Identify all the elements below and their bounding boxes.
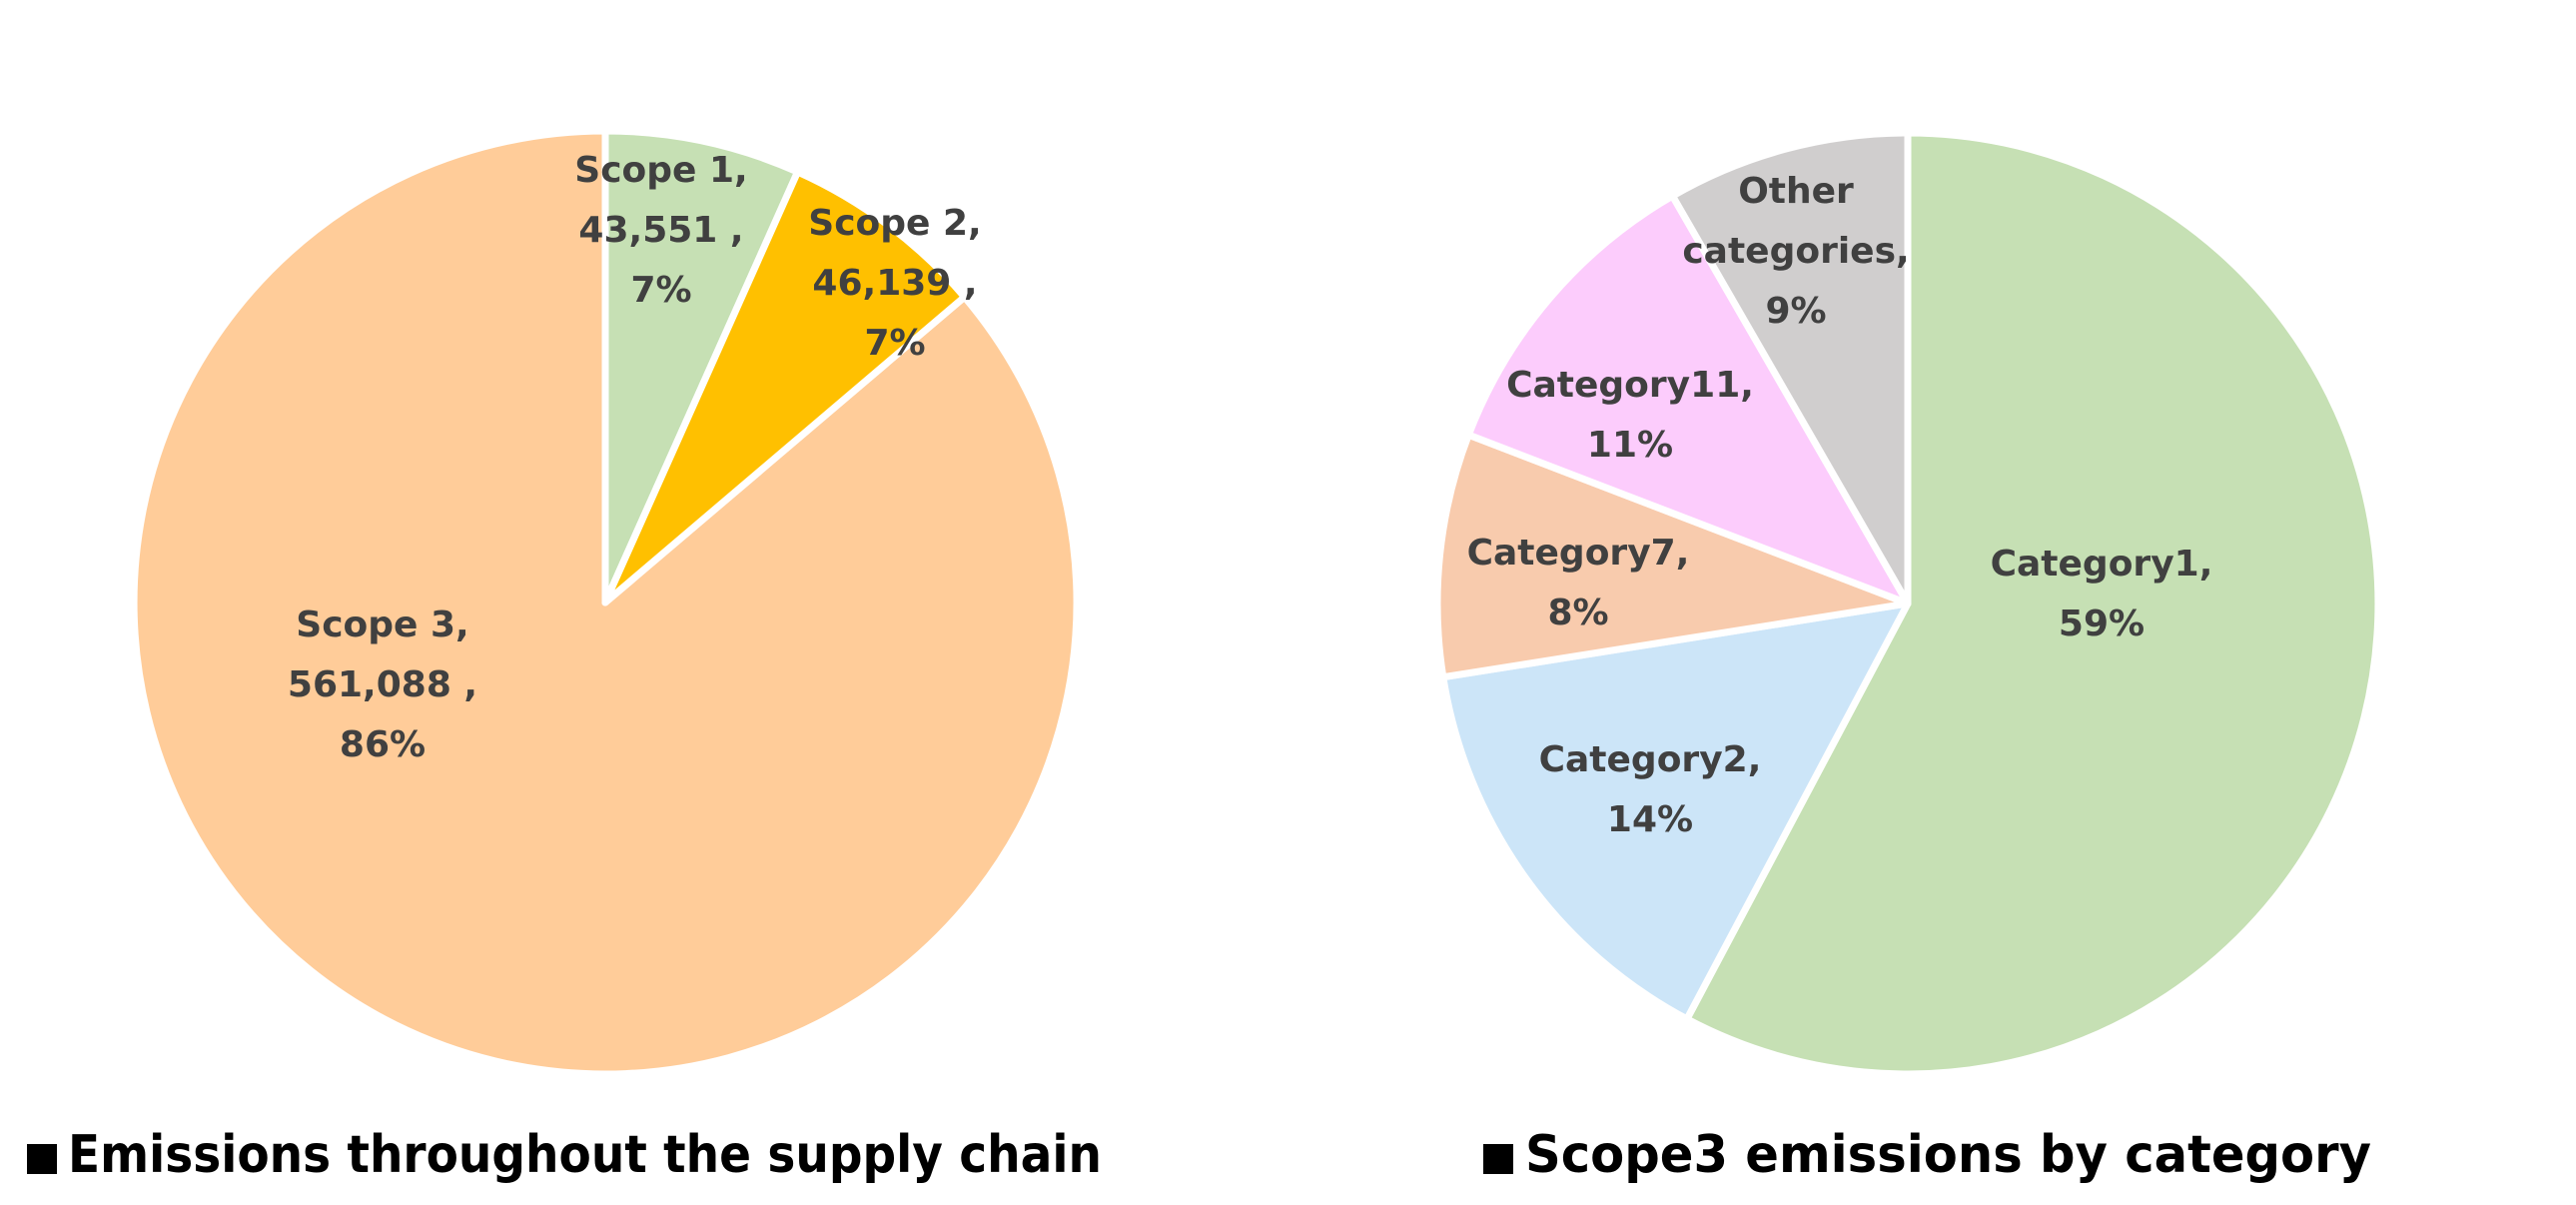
- label-scope3: Scope 3, 561,088 , 86%: [288, 604, 477, 765]
- label-scope3-name: Scope 3,: [296, 604, 468, 645]
- left-chart-title: Emissions throughout the supply chain: [27, 1125, 1102, 1185]
- label-scope1-percent: 7%: [630, 270, 691, 311]
- left-title-text: Emissions throughout the supply chain: [68, 1125, 1102, 1185]
- supply-chain-pie: Scope 1, 43,551 , 7% Scope 2, 46,139 , 7…: [130, 127, 1081, 1078]
- label-scope2-percent: 7%: [864, 323, 925, 364]
- slice-other-categories: [1669, 129, 1912, 607]
- slice-scope2: [601, 168, 969, 606]
- slice-category2: [1439, 600, 1912, 1023]
- label-other-line2: categories,: [1682, 231, 1909, 272]
- label-scope2-name: Scope 2,: [808, 203, 981, 244]
- square-bullet-icon: [27, 1144, 57, 1174]
- label-category2-name: Category2,: [1539, 739, 1762, 780]
- label-scope2: Scope 2, 46,139 , 7%: [808, 203, 981, 364]
- label-category1: Category1, 59%: [1991, 544, 2213, 644]
- label-scope3-value: 561,088 ,: [288, 664, 477, 705]
- right-chart-title: Scope3 emissions by category: [1483, 1125, 2371, 1185]
- label-other-line1: Other: [1738, 171, 1854, 212]
- slice-scope1: [601, 127, 802, 606]
- slice-category1: [1683, 129, 2382, 1078]
- label-scope1-value: 43,551 ,: [578, 210, 743, 251]
- label-scope1: Scope 1, 43,551 , 7%: [574, 150, 747, 311]
- right-title-text: Scope3 emissions by category: [1525, 1125, 2371, 1185]
- scope3-category-pie: Category1, 59% Category2, 14% Category7,…: [1433, 129, 2382, 1078]
- slice-category7: [1433, 431, 1912, 681]
- label-scope3-percent: 86%: [340, 724, 426, 765]
- square-bullet-icon: [1483, 1144, 1513, 1174]
- slice-scope3: [130, 127, 1081, 1078]
- label-scope1-name: Scope 1,: [574, 150, 747, 191]
- label-other-percent: 9%: [1765, 291, 1826, 332]
- label-category1-name: Category1,: [1991, 544, 2213, 585]
- label-category2: Category2, 14%: [1539, 739, 1762, 840]
- label-category11-name: Category11,: [1506, 365, 1754, 406]
- label-category7: Category7, 8%: [1467, 533, 1690, 633]
- label-category2-percent: 14%: [1607, 799, 1693, 840]
- label-other-categories: Other categories, 9%: [1682, 171, 1909, 332]
- label-category1-percent: 59%: [2059, 603, 2145, 644]
- label-category7-percent: 8%: [1547, 593, 1608, 633]
- label-category7-name: Category7,: [1467, 533, 1690, 574]
- label-category11-percent: 11%: [1587, 425, 1673, 466]
- slice-category11: [1464, 192, 1912, 607]
- label-category11: Category11, 11%: [1506, 365, 1754, 466]
- label-scope2-value: 46,139 ,: [812, 263, 977, 304]
